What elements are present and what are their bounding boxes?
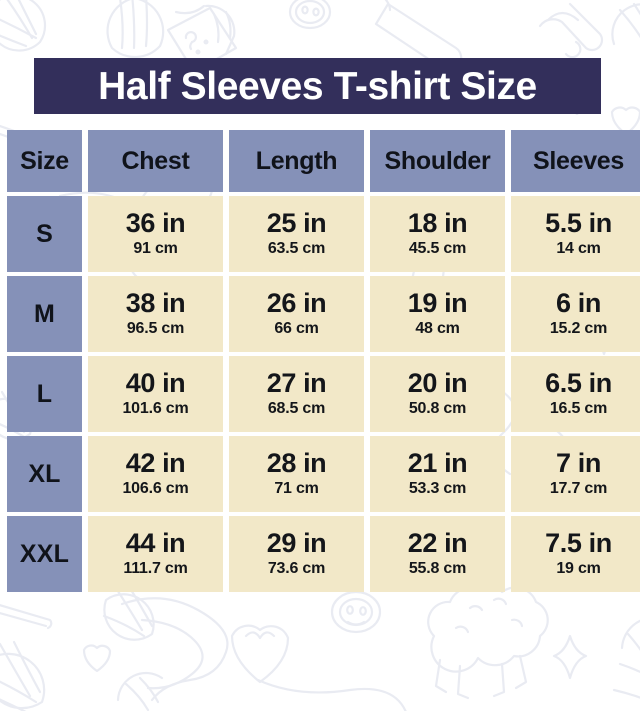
- length-value-inches: 26 in: [266, 287, 327, 318]
- length-value-inches: 28 in: [266, 447, 327, 478]
- sleeves-value-cm: 19 cm: [556, 560, 601, 578]
- sleeves-cell: 7.5 in 19 cm: [511, 516, 640, 592]
- chest-cell: 40 in 101.6 cm: [88, 356, 223, 432]
- sleeves-value-inches: 6.5 in: [545, 367, 612, 398]
- chest-cell: 38 in 96.5 cm: [88, 276, 223, 352]
- sleeves-value-inches: 7.5 in: [545, 527, 612, 558]
- chest-value-inches: 42 in: [125, 447, 186, 478]
- shoulder-value-cm: 45.5 cm: [408, 240, 467, 258]
- length-value-cm: 73.6 cm: [267, 560, 326, 578]
- sleeves-value-inches: 7 in: [556, 447, 601, 478]
- length-value-cm: 71 cm: [274, 480, 319, 498]
- size-label: XXL: [19, 539, 70, 568]
- size-label: L: [36, 379, 53, 408]
- shoulder-cell: 20 in 50.8 cm: [370, 356, 505, 432]
- column-header-shoulder-label: Shoulder: [384, 146, 491, 175]
- chest-value-inches: 38 in: [125, 287, 186, 318]
- shoulder-cell: 19 in 48 cm: [370, 276, 505, 352]
- column-header-sleeves: Sleeves: [511, 130, 640, 192]
- sleeves-value-cm: 17.7 cm: [549, 480, 608, 498]
- chest-value-inches: 44 in: [125, 527, 186, 558]
- length-value-cm: 68.5 cm: [267, 400, 326, 418]
- size-cell: S: [7, 196, 82, 272]
- column-header-chest: Chest: [88, 130, 223, 192]
- chest-cell: 36 in 91 cm: [88, 196, 223, 272]
- sleeves-value-cm: 14 cm: [556, 240, 601, 258]
- column-header-length-label: Length: [255, 146, 338, 175]
- sleeves-value-inches: 5.5 in: [545, 207, 612, 238]
- length-cell: 28 in 71 cm: [229, 436, 364, 512]
- table-row: L 40 in 101.6 cm 27 in 68.5 cm 20 in 50.…: [7, 356, 640, 432]
- length-cell: 26 in 66 cm: [229, 276, 364, 352]
- size-chart-table: Size Chest Length Shoulder Sleeves S 36 …: [7, 130, 640, 596]
- length-value-cm: 63.5 cm: [267, 240, 326, 258]
- chest-value-cm: 96.5 cm: [126, 320, 185, 338]
- length-cell: 27 in 68.5 cm: [229, 356, 364, 432]
- chest-value-inches: 36 in: [125, 207, 186, 238]
- size-cell: XL: [7, 436, 82, 512]
- chest-value-cm: 101.6 cm: [122, 400, 189, 418]
- size-cell: M: [7, 276, 82, 352]
- chart-title-banner: Half Sleeves T-shirt Size: [34, 58, 601, 114]
- chest-value-inches: 40 in: [125, 367, 186, 398]
- sleeves-value-cm: 15.2 cm: [549, 320, 608, 338]
- size-cell: L: [7, 356, 82, 432]
- length-cell: 25 in 63.5 cm: [229, 196, 364, 272]
- column-header-shoulder: Shoulder: [370, 130, 505, 192]
- shoulder-value-inches: 19 in: [407, 287, 468, 318]
- column-header-chest-label: Chest: [121, 146, 190, 175]
- length-value-inches: 27 in: [266, 367, 327, 398]
- table-row: XL 42 in 106.6 cm 28 in 71 cm 21 in 53.3…: [7, 436, 640, 512]
- sleeves-cell: 6 in 15.2 cm: [511, 276, 640, 352]
- chest-value-cm: 111.7 cm: [123, 560, 188, 578]
- length-value-cm: 66 cm: [274, 320, 319, 338]
- length-value-inches: 29 in: [266, 527, 327, 558]
- shoulder-value-cm: 55.8 cm: [408, 560, 467, 578]
- shoulder-value-cm: 48 cm: [415, 320, 460, 338]
- table-header-row: Size Chest Length Shoulder Sleeves: [7, 130, 640, 192]
- table-row: XXL 44 in 111.7 cm 29 in 73.6 cm 22 in 5…: [7, 516, 640, 592]
- chest-cell: 44 in 111.7 cm: [88, 516, 223, 592]
- chest-cell: 42 in 106.6 cm: [88, 436, 223, 512]
- column-header-length: Length: [229, 130, 364, 192]
- column-header-size-label: Size: [20, 146, 69, 175]
- sleeves-value-inches: 6 in: [556, 287, 601, 318]
- sleeves-cell: 5.5 in 14 cm: [511, 196, 640, 272]
- size-label: S: [36, 219, 53, 248]
- page-title: Half Sleeves T-shirt Size: [98, 64, 537, 108]
- column-header-size: Size: [7, 130, 82, 192]
- shoulder-value-cm: 53.3 cm: [408, 480, 467, 498]
- sleeves-cell: 6.5 in 16.5 cm: [511, 356, 640, 432]
- shoulder-cell: 21 in 53.3 cm: [370, 436, 505, 512]
- size-label: M: [33, 299, 56, 328]
- length-value-inches: 25 in: [266, 207, 327, 238]
- shoulder-value-inches: 18 in: [407, 207, 468, 238]
- sleeves-cell: 7 in 17.7 cm: [511, 436, 640, 512]
- table-row: S 36 in 91 cm 25 in 63.5 cm 18 in 45.5 c…: [7, 196, 640, 272]
- chest-value-cm: 91 cm: [133, 240, 178, 258]
- sleeves-value-cm: 16.5 cm: [549, 400, 608, 418]
- length-cell: 29 in 73.6 cm: [229, 516, 364, 592]
- size-cell: XXL: [7, 516, 82, 592]
- shoulder-value-inches: 20 in: [407, 367, 468, 398]
- shoulder-value-inches: 21 in: [407, 447, 468, 478]
- shoulder-value-cm: 50.8 cm: [408, 400, 467, 418]
- shoulder-cell: 18 in 45.5 cm: [370, 196, 505, 272]
- column-header-sleeves-label: Sleeves: [532, 146, 625, 175]
- shoulder-cell: 22 in 55.8 cm: [370, 516, 505, 592]
- table-row: M 38 in 96.5 cm 26 in 66 cm 19 in 48 cm …: [7, 276, 640, 352]
- chest-value-cm: 106.6 cm: [122, 480, 189, 498]
- shoulder-value-inches: 22 in: [407, 527, 468, 558]
- size-label: XL: [28, 459, 61, 488]
